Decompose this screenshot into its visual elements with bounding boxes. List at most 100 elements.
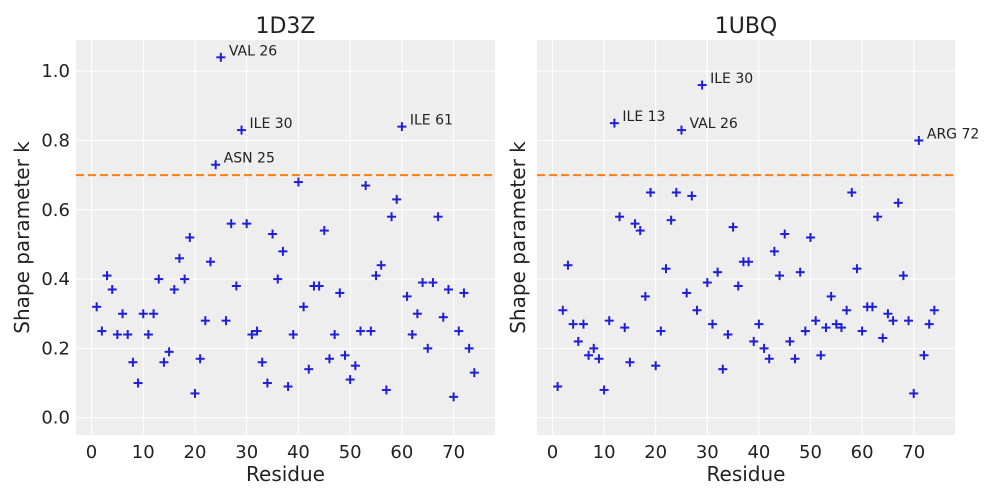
data-point	[759, 343, 769, 353]
x-tick-label: 50	[339, 442, 362, 463]
data-point	[836, 323, 846, 333]
data-point	[278, 246, 288, 256]
data-point	[392, 194, 402, 204]
data-point	[620, 323, 630, 333]
data-point	[164, 347, 174, 357]
x-tick-label: 60	[851, 442, 874, 463]
data-point	[433, 212, 443, 222]
data-point	[107, 284, 117, 294]
data-point	[635, 226, 645, 236]
data-point	[893, 198, 903, 208]
data-point	[728, 222, 738, 232]
data-point	[795, 267, 805, 277]
data-point	[345, 375, 355, 385]
data-point	[174, 253, 184, 263]
data-point	[573, 336, 583, 346]
data-point	[723, 330, 733, 340]
data-point	[268, 229, 278, 239]
x-axis-label: Residue	[246, 462, 325, 486]
data-point	[381, 385, 391, 395]
data-point	[764, 354, 774, 364]
data-point	[733, 281, 743, 291]
data-point	[387, 212, 397, 222]
y-tick-label: 0.6	[41, 200, 70, 221]
data-points	[553, 80, 939, 398]
data-point	[924, 319, 934, 329]
data-point	[299, 302, 309, 312]
data-point	[133, 378, 143, 388]
x-tick-label: 0	[86, 442, 97, 463]
data-point	[682, 288, 692, 298]
data-point	[697, 80, 707, 90]
data-point	[749, 336, 759, 346]
data-point	[671, 187, 681, 197]
data-point	[288, 330, 298, 340]
panel-1d3z: VAL 26 ILE 30 ILE 61 ASN 25 0 10 20 30 40 50 60 70…	[10, 14, 495, 486]
y-tick-label: 0.4	[41, 269, 70, 290]
data-point	[800, 326, 810, 336]
data-point	[707, 319, 717, 329]
data-point	[350, 361, 360, 371]
data-point	[257, 357, 267, 367]
data-point	[852, 264, 862, 274]
y-tick-label: 0.0	[41, 408, 70, 429]
data-point	[330, 330, 340, 340]
data-point	[200, 316, 210, 326]
data-point	[185, 233, 195, 242]
data-point	[262, 378, 272, 388]
x-tick-label: 60	[390, 442, 413, 463]
data-point	[646, 187, 656, 197]
data-point	[806, 233, 816, 242]
point-annotation: VAL 26	[229, 43, 277, 59]
annotations: VAL 26 ILE 30 ILE 61 ASN 25	[224, 43, 453, 166]
data-point	[661, 264, 671, 274]
chart-title: 1D3Z	[255, 14, 315, 39]
data-point	[335, 288, 345, 298]
x-tick-label: 30	[696, 442, 719, 463]
data-point	[97, 326, 107, 336]
data-point	[247, 330, 257, 340]
data-point	[169, 284, 179, 294]
data-point	[847, 187, 857, 197]
x-tick-label: 70	[902, 442, 925, 463]
data-point	[216, 52, 226, 62]
data-point	[402, 291, 412, 301]
data-point	[231, 281, 241, 291]
data-point	[919, 350, 929, 360]
data-point	[138, 309, 148, 319]
data-point	[356, 326, 366, 336]
data-point	[625, 357, 635, 367]
data-point	[397, 122, 407, 132]
y-tick-label: 0.8	[41, 130, 70, 151]
data-point	[205, 257, 215, 267]
x-tick-label: 10	[593, 442, 616, 463]
plot-area	[76, 40, 495, 435]
data-point	[423, 343, 433, 353]
data-point	[366, 326, 376, 336]
point-annotation: ILE 13	[622, 109, 665, 125]
point-annotation: ILE 30	[250, 116, 293, 132]
data-point	[237, 125, 247, 135]
data-point	[418, 278, 428, 288]
data-point	[304, 364, 314, 374]
data-point	[656, 326, 666, 336]
data-point	[831, 319, 841, 329]
grid	[537, 40, 955, 435]
data-point	[407, 330, 417, 340]
data-point	[149, 309, 159, 319]
data-point	[314, 281, 324, 291]
data-point	[676, 125, 686, 135]
x-tick-label: 30	[235, 442, 258, 463]
data-point	[888, 316, 898, 326]
x-tick-label: 50	[799, 442, 822, 463]
point-annotation: ILE 61	[410, 113, 453, 129]
data-point	[816, 350, 826, 360]
x-axis-label: Residue	[707, 462, 786, 486]
data-point	[914, 135, 924, 145]
y-tick-label: 1.0	[41, 61, 70, 82]
data-point	[842, 305, 852, 315]
data-point	[128, 357, 138, 367]
data-point	[553, 381, 563, 391]
x-tick-label: 10	[132, 442, 155, 463]
